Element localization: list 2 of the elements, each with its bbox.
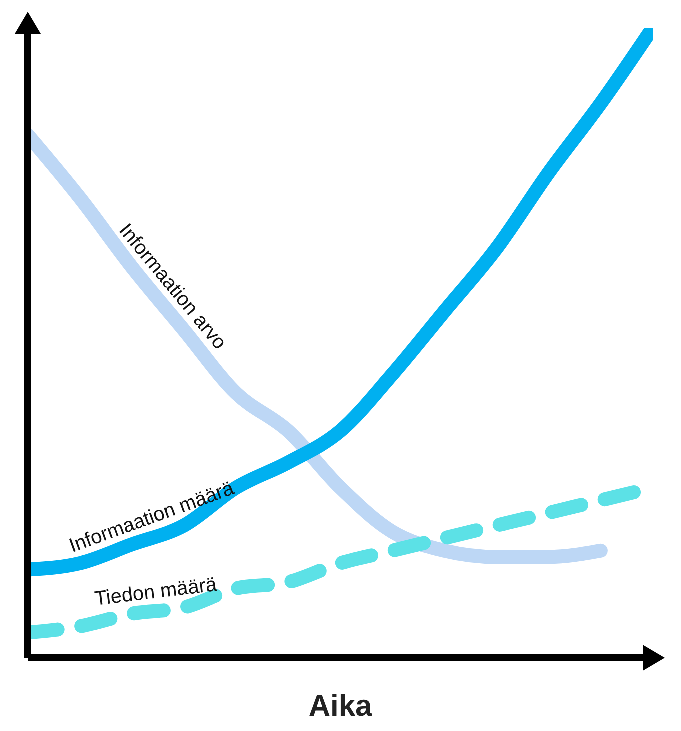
x-axis-title: Aika — [308, 690, 372, 723]
text: Tiedon määrä — [94, 574, 220, 610]
